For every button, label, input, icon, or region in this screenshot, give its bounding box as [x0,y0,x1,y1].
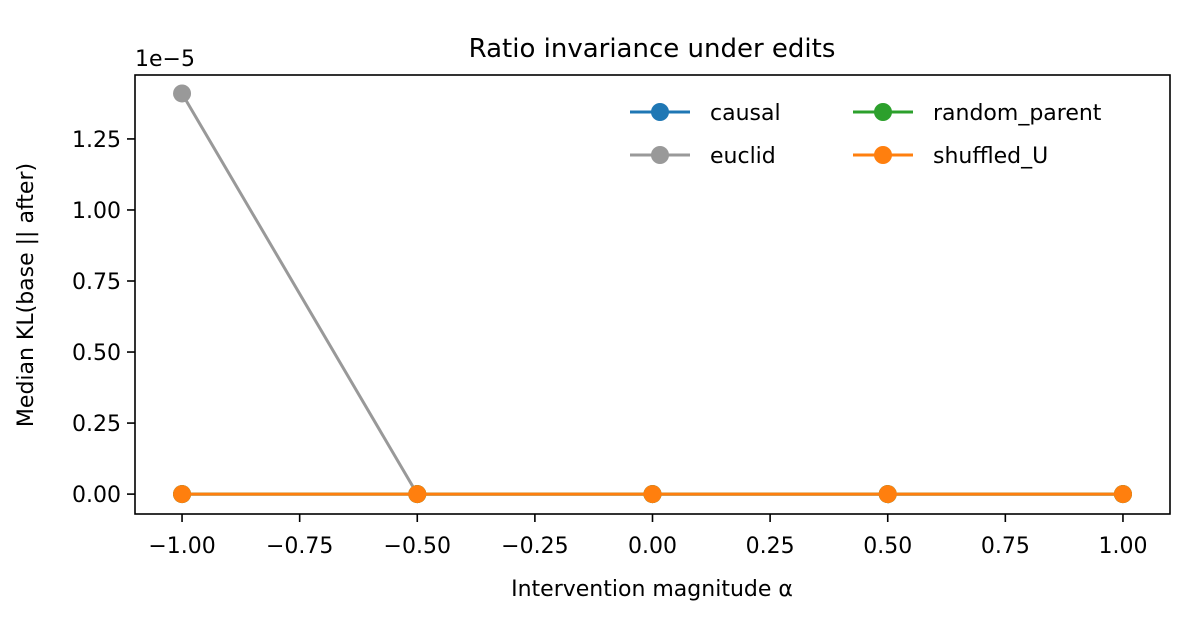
y-tick-label: 1.25 [72,128,121,153]
legend-marker-shuffled-U [874,146,892,164]
series-point-euclid [173,84,192,103]
y-tick-label: 0.75 [72,270,121,295]
legend: causal euclid random_parent shuffled_U [630,101,1102,169]
x-tick-label: −0.75 [266,534,333,559]
x-tick-label: −0.50 [384,534,451,559]
y-tick-label: 0.25 [72,412,121,437]
x-tick-label: 1.00 [1098,534,1147,559]
series-point-shuffled-U [1113,485,1132,504]
x-tick-label: 0.00 [628,534,677,559]
x-tick-label: −0.25 [501,534,568,559]
legend-marker-euclid [651,146,669,164]
x-tick-label: −1.00 [148,534,215,559]
series-point-shuffled-U [408,485,427,504]
x-tick-label: 0.50 [863,534,912,559]
series-point-shuffled-U [878,485,897,504]
y-tick-label: 0.50 [72,341,121,366]
chart-title: Ratio invariance under edits [469,34,836,64]
legend-label-causal: causal [710,101,781,126]
series-point-shuffled-U [173,485,192,504]
legend-marker-random-parent [874,103,892,121]
y-tick-label: 0.00 [72,483,121,508]
legend-label-random-parent: random_parent [933,101,1102,126]
legend-marker-causal [651,103,669,121]
y-scale-label: 1e−5 [135,47,195,72]
legend-label-euclid: euclid [710,144,776,169]
legend-label-shuffled-U: shuffled_U [933,144,1048,169]
x-axis-label: Intervention magnitude α [511,577,793,602]
series-point-shuffled-U [643,485,662,504]
plot-area: −1.00 −0.75 −0.50 −0.25 0.00 0.25 0.50 0.75 1.00… [72,74,1171,559]
x-tick-label: 0.75 [981,534,1030,559]
x-tick-label: 0.25 [746,534,795,559]
axes-frame [134,74,1171,515]
y-tick-label: 1.00 [72,199,121,224]
y-axis-label: Median KL(base || after) [14,163,39,427]
